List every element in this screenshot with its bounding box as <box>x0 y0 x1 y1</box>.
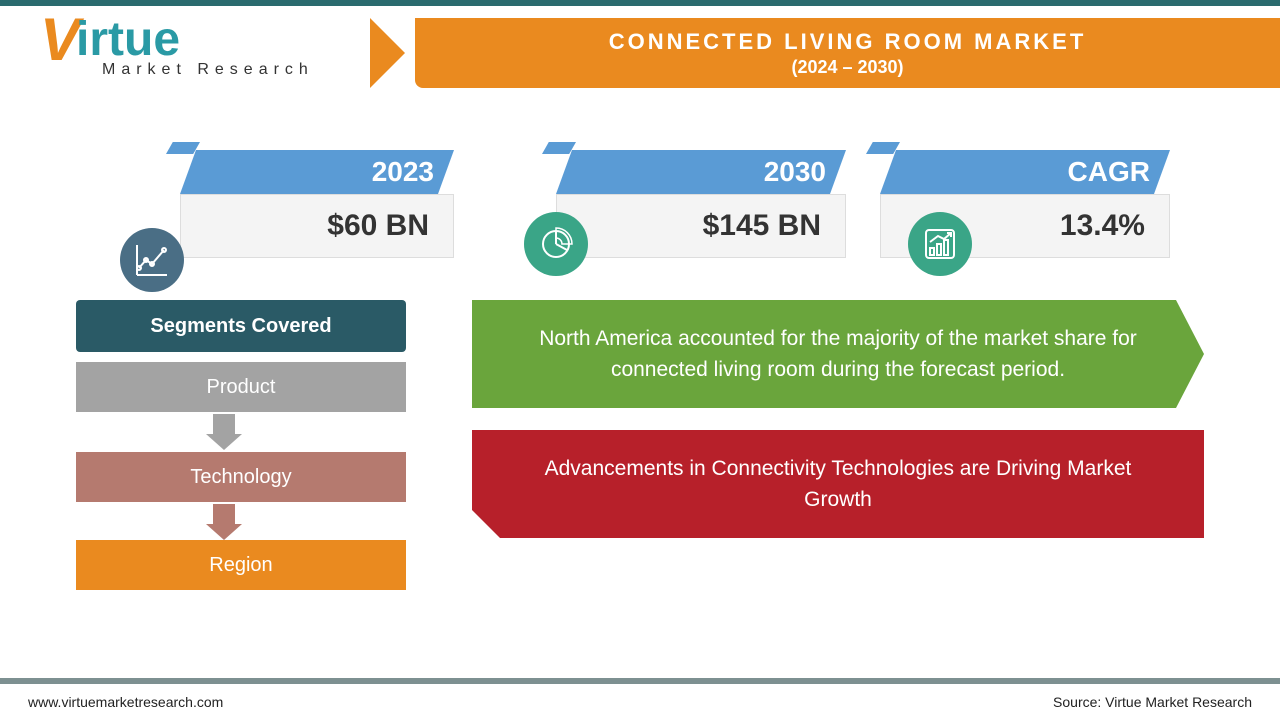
footer-url: www.virtuemarketresearch.com <box>28 694 223 710</box>
stat-year-label: 2030 <box>556 150 846 194</box>
page-title: CONNECTED LIVING ROOM MARKET <box>609 29 1087 55</box>
chevron-down-icon <box>206 414 242 450</box>
stat-card-2023: 2023 $60 BN <box>180 150 454 258</box>
header-top-line <box>0 0 1280 6</box>
stat-card-2030: 2030 $145 BN <box>556 150 846 258</box>
stat-year-label: 2023 <box>180 150 454 194</box>
segment-technology: Technology <box>76 452 406 502</box>
stat-year-label: CAGR <box>880 150 1170 194</box>
stat-notch <box>166 142 200 154</box>
logo-wordmark: irtue <box>76 12 180 67</box>
insight-regional: North America accounted for the majority… <box>472 300 1204 408</box>
segment-region: Region <box>76 540 406 590</box>
header-bar: CONNECTED LIVING ROOM MARKET (2024 – 203… <box>415 18 1280 88</box>
logo-tagline: Market Research <box>102 61 340 79</box>
footer-source: Source: Virtue Market Research <box>1053 694 1252 710</box>
brand-logo: V irtue Market Research <box>40 12 340 102</box>
header-arrow-icon <box>370 18 405 88</box>
chart-line-icon <box>120 228 184 292</box>
footer: www.virtuemarketresearch.com Source: Vir… <box>0 684 1280 720</box>
segment-product: Product <box>76 362 406 412</box>
chevron-down-icon <box>206 504 242 540</box>
stat-value: $60 BN <box>180 194 454 258</box>
growth-chart-icon <box>908 212 972 276</box>
stat-value: $145 BN <box>556 194 846 258</box>
segments-header: Segments Covered <box>76 300 406 352</box>
stat-notch <box>866 142 900 154</box>
stat-notch <box>542 142 576 154</box>
pie-chart-icon <box>524 212 588 276</box>
logo-v: V <box>40 16 80 64</box>
page-subtitle: (2024 – 2030) <box>791 57 903 78</box>
insight-driver: Advancements in Connectivity Technologie… <box>472 430 1204 538</box>
